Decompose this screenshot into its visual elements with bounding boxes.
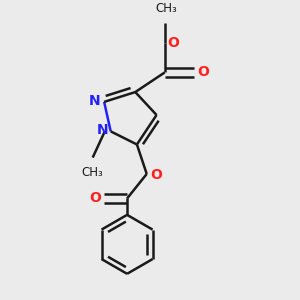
Text: N: N	[89, 94, 101, 108]
Text: O: O	[150, 168, 162, 182]
Text: N: N	[97, 123, 108, 137]
Text: O: O	[90, 191, 102, 206]
Text: O: O	[197, 65, 209, 80]
Text: O: O	[167, 36, 179, 50]
Text: CH₃: CH₃	[82, 166, 104, 179]
Text: CH₃: CH₃	[155, 2, 177, 15]
